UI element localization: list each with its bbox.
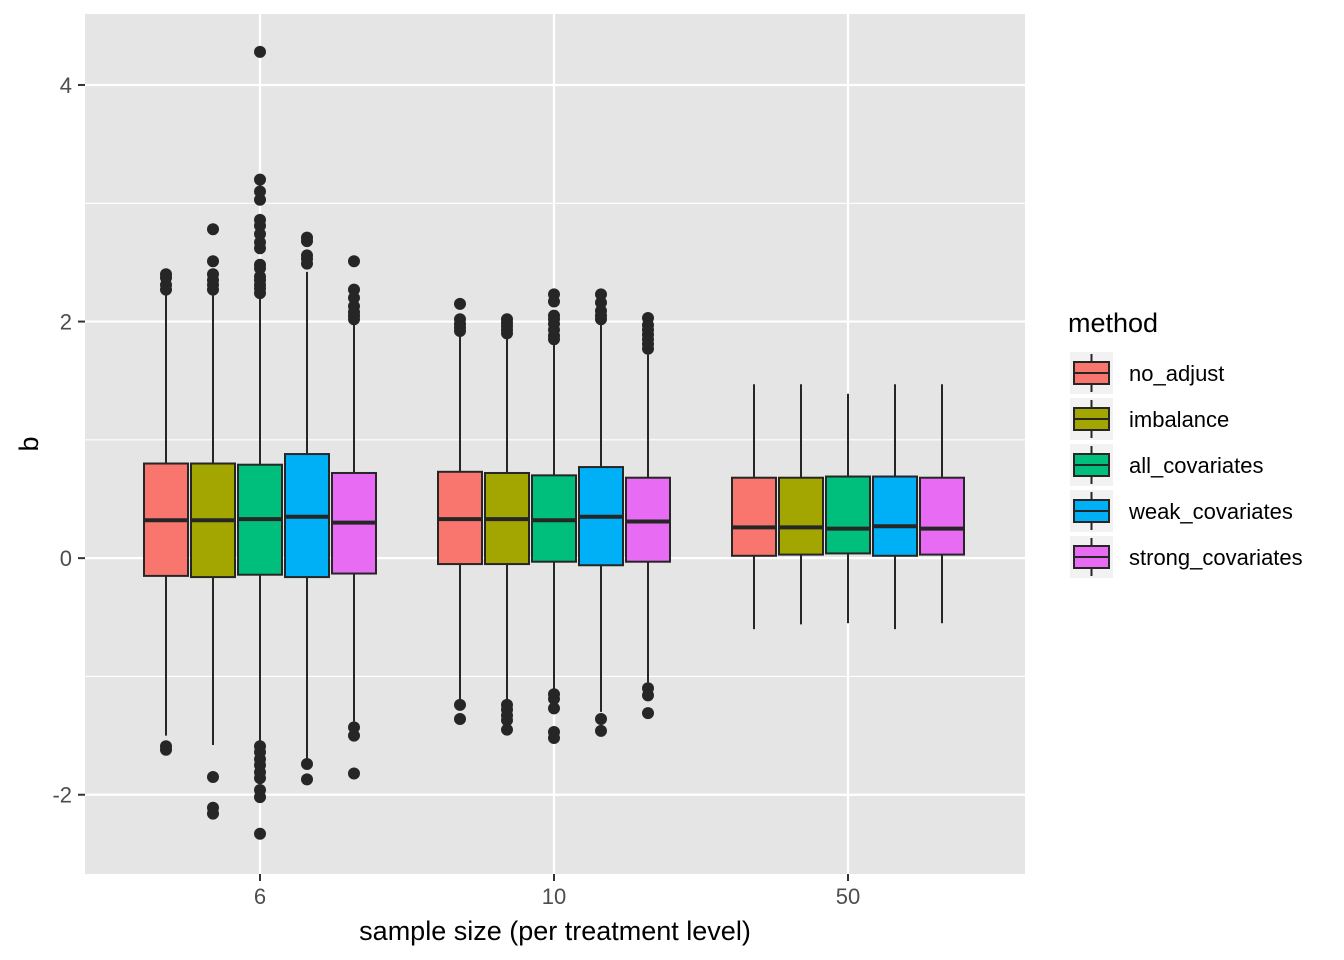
box-strong_covariates-50 — [919, 384, 965, 624]
legend-label: weak_covariates — [1128, 499, 1293, 524]
outlier-point — [207, 255, 219, 268]
outlier-point — [595, 724, 607, 737]
outlier-point — [548, 702, 560, 715]
outlier-point — [301, 757, 313, 770]
box-weak_covariates-6 — [284, 231, 330, 786]
outlier-point — [501, 723, 513, 736]
legend-item-imbalance: imbalance — [1070, 398, 1229, 440]
box-weak_covariates-50 — [872, 384, 918, 630]
box-iqr — [872, 475, 918, 557]
outlier-point — [254, 193, 266, 206]
legend-item-strong_covariates: strong_covariates — [1070, 536, 1303, 578]
outlier-point — [254, 219, 266, 232]
outlier-point — [642, 689, 654, 702]
outlier-point — [454, 713, 466, 726]
y-tick-label: -2 — [52, 783, 72, 808]
box-iqr — [731, 476, 777, 557]
outlier-point — [348, 283, 360, 296]
outlier-point — [548, 692, 560, 705]
x-tick-label: 50 — [836, 884, 860, 909]
y-axis: -2 0 2 4 — [52, 73, 85, 808]
outlier-point — [254, 173, 266, 186]
outlier-point — [254, 242, 266, 255]
x-axis: 6 10 50 — [254, 874, 860, 909]
legend-title: method — [1068, 308, 1158, 338]
legend-label: all_covariates — [1129, 453, 1264, 478]
legend: method no_adjust imbalance all_covariatesw… — [1068, 308, 1303, 578]
legend-label: no_adjust — [1129, 361, 1224, 386]
box-layer — [143, 45, 965, 840]
outlier-point — [254, 827, 266, 840]
outlier-point — [207, 283, 219, 296]
outlier-point — [501, 327, 513, 340]
outlier-point — [548, 731, 560, 744]
outlier-point — [254, 185, 266, 198]
outlier-point — [254, 791, 266, 804]
box-iqr — [919, 476, 965, 556]
outlier-point — [160, 283, 172, 296]
box-no_adjust-10 — [437, 297, 483, 726]
box-imbalance-6 — [190, 223, 236, 820]
outlier-point — [207, 223, 219, 236]
x-tick-label: 6 — [254, 884, 266, 909]
outlier-point — [254, 287, 266, 300]
box-strong_covariates-10 — [625, 312, 671, 720]
x-axis-title: sample size (per treatment level) — [359, 916, 751, 946]
outlier-point — [548, 333, 560, 346]
outlier-point — [348, 721, 360, 734]
box-imbalance-50 — [778, 384, 824, 625]
box-imbalance-10 — [484, 313, 530, 736]
outlier-point — [348, 313, 360, 326]
y-axis-title: b — [14, 436, 44, 451]
outlier-point — [642, 342, 654, 355]
y-tick-label: 0 — [60, 546, 72, 571]
outlier-point — [595, 296, 607, 309]
box-no_adjust-6 — [143, 268, 189, 756]
outlier-point — [254, 228, 266, 241]
outlier-point — [348, 255, 360, 268]
outlier-point — [348, 729, 360, 742]
legend-label: strong_covariates — [1129, 545, 1303, 570]
outlier-point — [254, 262, 266, 275]
outlier-point — [454, 325, 466, 338]
y-tick-label: 4 — [60, 73, 72, 98]
outlier-point — [454, 698, 466, 711]
outlier-point — [160, 743, 172, 756]
box-weak_covariates-10 — [578, 288, 624, 737]
box-all_covariates-10 — [531, 288, 577, 744]
x-tick-label: 10 — [542, 884, 566, 909]
outlier-point — [548, 295, 560, 308]
outlier-point — [454, 297, 466, 310]
outlier-point — [595, 313, 607, 326]
legend-label: imbalance — [1129, 407, 1229, 432]
box-all_covariates-50 — [825, 393, 871, 624]
legend-item-all_covariates: all_covariates — [1070, 444, 1264, 486]
box-no_adjust-50 — [731, 384, 777, 630]
outlier-point — [348, 767, 360, 780]
box-all_covariates-6 — [237, 45, 283, 840]
outlier-point — [254, 772, 266, 785]
outlier-point — [595, 288, 607, 301]
outlier-point — [642, 707, 654, 720]
outlier-point — [501, 714, 513, 727]
y-tick-label: 2 — [60, 310, 72, 335]
outlier-point — [301, 235, 313, 248]
outlier-point — [348, 291, 360, 304]
legend-item-no_adjust: no_adjust — [1070, 352, 1224, 394]
outlier-point — [301, 257, 313, 270]
box-iqr — [825, 475, 871, 555]
outlier-point — [254, 45, 266, 58]
outlier-point — [207, 807, 219, 820]
box-strong_covariates-6 — [331, 255, 377, 780]
outlier-point — [301, 773, 313, 786]
outlier-point — [595, 713, 607, 726]
legend-item-weak_covariates: weak_covariates — [1070, 490, 1293, 532]
outlier-point — [207, 770, 219, 783]
box-iqr — [778, 476, 824, 556]
